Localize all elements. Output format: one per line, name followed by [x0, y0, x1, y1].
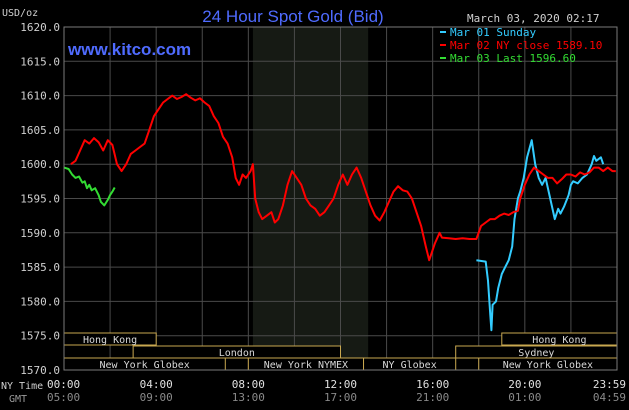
- market-session-label: Hong Kong: [532, 335, 586, 346]
- y-tick-label: 1575.0: [20, 330, 60, 343]
- ny-time-tick: 08:00: [232, 378, 265, 391]
- ny-time-tick: 00:00: [47, 378, 80, 391]
- gmt-time-tick: 05:00: [47, 391, 80, 404]
- market-session-label: Sydney: [518, 348, 554, 359]
- gmt-time-tick: 13:00: [232, 391, 265, 404]
- unit-label: USD/oz: [2, 8, 38, 19]
- ny-time-tick: 12:00: [324, 378, 357, 391]
- datetime-stamp: March 03, 2020 02:17: [467, 12, 599, 25]
- ny-time-tick: 04:00: [140, 378, 173, 391]
- y-tick-label: 1595.0: [20, 193, 60, 206]
- market-session-label: New York Globex: [99, 360, 189, 371]
- y-tick-label: 1585.0: [20, 261, 60, 274]
- market-session-box: [132, 345, 341, 359]
- ny-time-label: NY Time: [1, 381, 43, 392]
- legend-entry: Mar 03 Last 1596.60: [450, 52, 576, 65]
- y-tick-label: 1615.0: [20, 55, 60, 68]
- y-tick-label: 1570.0: [20, 364, 60, 377]
- chart-title: 24 Hour Spot Gold (Bid): [202, 7, 383, 26]
- ny-time-tick: 16:00: [416, 378, 449, 391]
- gmt-time-tick: 01:00: [508, 391, 541, 404]
- y-tick-label: 1610.0: [20, 90, 60, 103]
- legend-entry: Mar 01 Sunday: [450, 26, 536, 39]
- y-tick-label: 1580.0: [20, 295, 60, 308]
- market-session-label: New York NYMEX: [264, 360, 348, 371]
- gmt-time-tick: 21:00: [416, 391, 449, 404]
- gmt-time-tick: 17:00: [324, 391, 357, 404]
- series-line-1: [476, 139, 605, 332]
- y-tick-label: 1620.0: [20, 21, 60, 34]
- site-link[interactable]: www.kitco.com: [67, 40, 191, 59]
- series-line-2: [70, 93, 616, 262]
- market-session-label: New York Globex: [503, 360, 593, 371]
- gmt-label: GMT: [9, 394, 27, 405]
- market-session-label: London: [219, 348, 255, 359]
- market-session-label: Hong Kong: [83, 335, 137, 346]
- y-tick-label: 1600.0: [20, 158, 60, 171]
- market-session-label: NY Globex: [383, 360, 437, 371]
- price-series: [63, 93, 616, 332]
- series-line-3: [63, 166, 116, 207]
- chart-grid: [64, 26, 617, 371]
- y-axis-ticks: 1620.0 1615.0 1610.0 1605.0 1600.0 1595.0 1590…: [20, 21, 60, 377]
- y-tick-label: 1605.0: [20, 124, 60, 137]
- gmt-time-tick: 04:59: [593, 391, 626, 404]
- y-tick-label: 1590.0: [20, 227, 60, 240]
- legend-entry: Mar 02 NY close 1589.10: [450, 39, 602, 52]
- gmt-time-tick: 09:00: [140, 391, 173, 404]
- plot-border: [63, 26, 618, 371]
- ny-time-tick: 20:00: [508, 378, 541, 391]
- ny-time-tick: 23:59: [593, 378, 626, 391]
